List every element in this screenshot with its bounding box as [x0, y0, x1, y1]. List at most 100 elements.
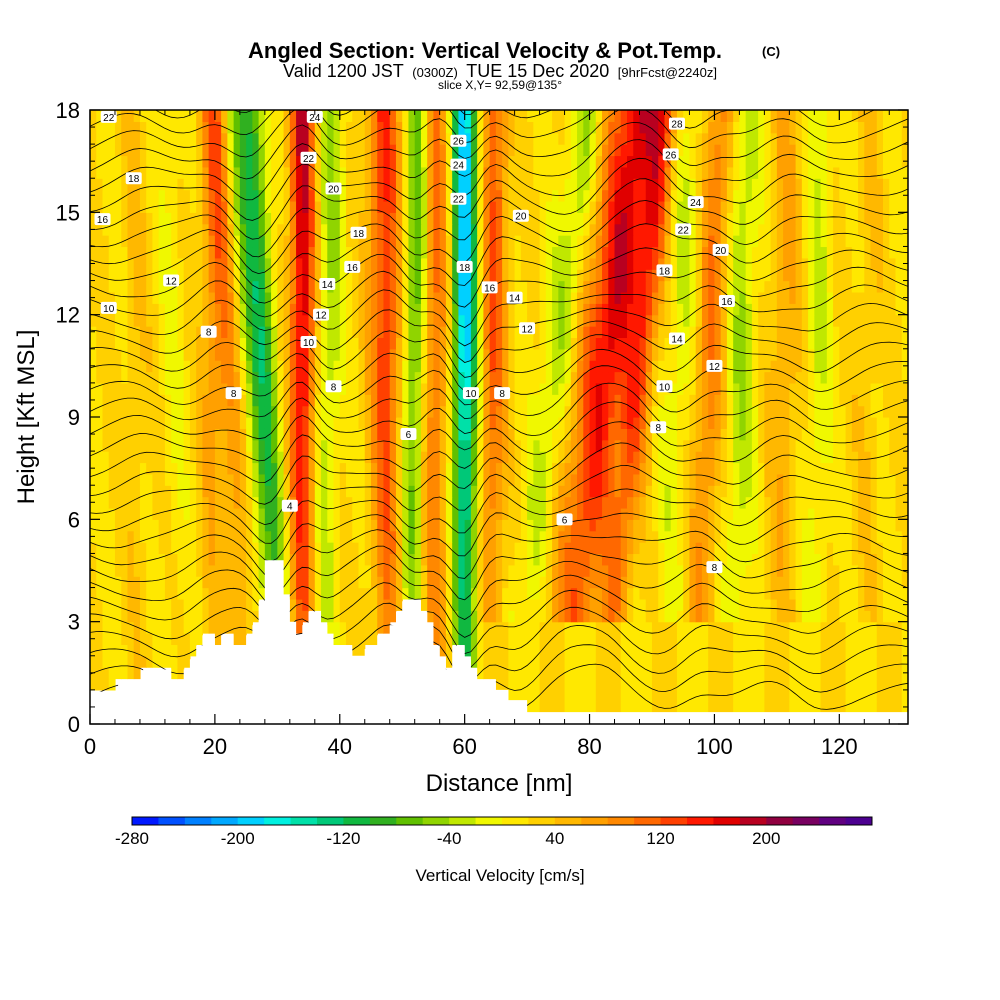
velocity-cell	[820, 689, 828, 702]
velocity-cell	[577, 485, 584, 498]
velocity-cell	[858, 519, 865, 532]
velocity-cell	[146, 348, 154, 361]
velocity-cell	[595, 542, 603, 555]
velocity-cell	[826, 451, 834, 464]
velocity-cell	[146, 405, 154, 418]
velocity-cell	[614, 326, 622, 339]
velocity-cell	[108, 644, 116, 657]
velocity-cell	[645, 576, 653, 589]
velocity-cell	[845, 371, 853, 384]
velocity-cell	[658, 678, 666, 691]
velocity-cell	[308, 303, 316, 316]
velocity-cell	[183, 394, 191, 407]
velocity-cell	[658, 655, 666, 668]
velocity-cell	[427, 610, 435, 623]
velocity-cell	[90, 337, 97, 350]
velocity-cell	[271, 280, 278, 293]
velocity-cell	[545, 371, 553, 384]
velocity-cell	[820, 576, 828, 589]
velocity-cell	[801, 326, 809, 339]
velocity-cell	[314, 417, 322, 429]
velocity-cell	[233, 326, 241, 339]
velocity-cell	[296, 303, 303, 316]
velocity-cell	[358, 269, 366, 282]
velocity-cell	[233, 564, 241, 577]
velocity-cell	[377, 360, 385, 373]
velocity-cell	[614, 621, 622, 634]
velocity-cell	[664, 485, 672, 498]
velocity-cell	[452, 542, 460, 555]
velocity-cell	[876, 394, 884, 407]
velocity-cell	[558, 598, 566, 611]
velocity-cell	[171, 473, 179, 486]
velocity-cell	[839, 564, 847, 577]
velocity-cell	[770, 348, 778, 361]
velocity-cell	[670, 439, 678, 452]
velocity-cell	[408, 382, 416, 395]
velocity-cell	[333, 246, 341, 259]
velocity-cell	[333, 587, 341, 600]
velocity-cell	[645, 519, 653, 532]
velocity-cell	[583, 610, 591, 623]
velocity-cell	[633, 576, 641, 589]
velocity-cell	[370, 485, 378, 498]
velocity-cell	[439, 621, 447, 634]
velocity-cell	[533, 394, 541, 407]
velocity-cell	[820, 462, 828, 475]
velocity-cell	[402, 394, 410, 407]
velocity-cell	[96, 428, 104, 441]
velocity-cell	[483, 564, 491, 577]
velocity-cell	[595, 701, 603, 714]
velocity-cell	[339, 633, 347, 646]
velocity-cell	[139, 462, 147, 475]
velocity-cell	[127, 667, 135, 680]
velocity-cell	[114, 507, 122, 520]
velocity-cell	[233, 439, 241, 452]
velocity-cell	[839, 314, 847, 327]
velocity-cell	[283, 348, 291, 361]
velocity-cell	[252, 246, 260, 259]
velocity-cell	[383, 382, 391, 395]
velocity-cell	[876, 621, 884, 634]
velocity-cell	[289, 507, 297, 520]
subtitle-date: TUE 15 Dec 2020	[466, 61, 609, 81]
velocity-cell	[90, 610, 97, 623]
velocity-cell	[870, 394, 878, 407]
velocity-cell	[514, 451, 522, 464]
velocity-cell	[602, 496, 609, 509]
velocity-cell	[789, 257, 797, 270]
velocity-cell	[121, 291, 129, 304]
velocity-cell	[439, 348, 447, 361]
velocity-cell	[520, 348, 528, 361]
velocity-cell	[695, 587, 703, 600]
velocity-cell	[614, 246, 622, 259]
velocity-cell	[514, 644, 522, 657]
velocity-cell	[602, 644, 609, 657]
velocity-cell	[483, 394, 491, 407]
velocity-cell	[533, 269, 541, 282]
velocity-cell	[595, 314, 603, 327]
velocity-cell	[383, 564, 391, 577]
velocity-cell	[389, 519, 397, 532]
velocity-cell	[114, 621, 122, 634]
velocity-cell	[870, 462, 878, 475]
velocity-cell	[158, 530, 166, 543]
velocity-cell	[639, 621, 647, 634]
velocity-cell	[820, 610, 828, 623]
velocity-cell	[102, 451, 110, 464]
velocity-cell	[658, 428, 666, 441]
velocity-cell	[651, 598, 659, 611]
velocity-cell	[308, 382, 316, 395]
velocity-cell	[808, 542, 815, 555]
velocity-cell	[427, 246, 435, 259]
velocity-cell	[764, 314, 772, 327]
velocity-cell	[783, 382, 790, 395]
velocity-cell	[377, 451, 385, 464]
velocity-cell	[570, 280, 578, 293]
velocity-cell	[177, 655, 185, 668]
velocity-cell	[577, 689, 584, 702]
velocity-cell	[851, 576, 859, 589]
velocity-cell	[739, 394, 747, 407]
velocity-cell	[283, 405, 291, 418]
velocity-cell	[733, 405, 740, 418]
